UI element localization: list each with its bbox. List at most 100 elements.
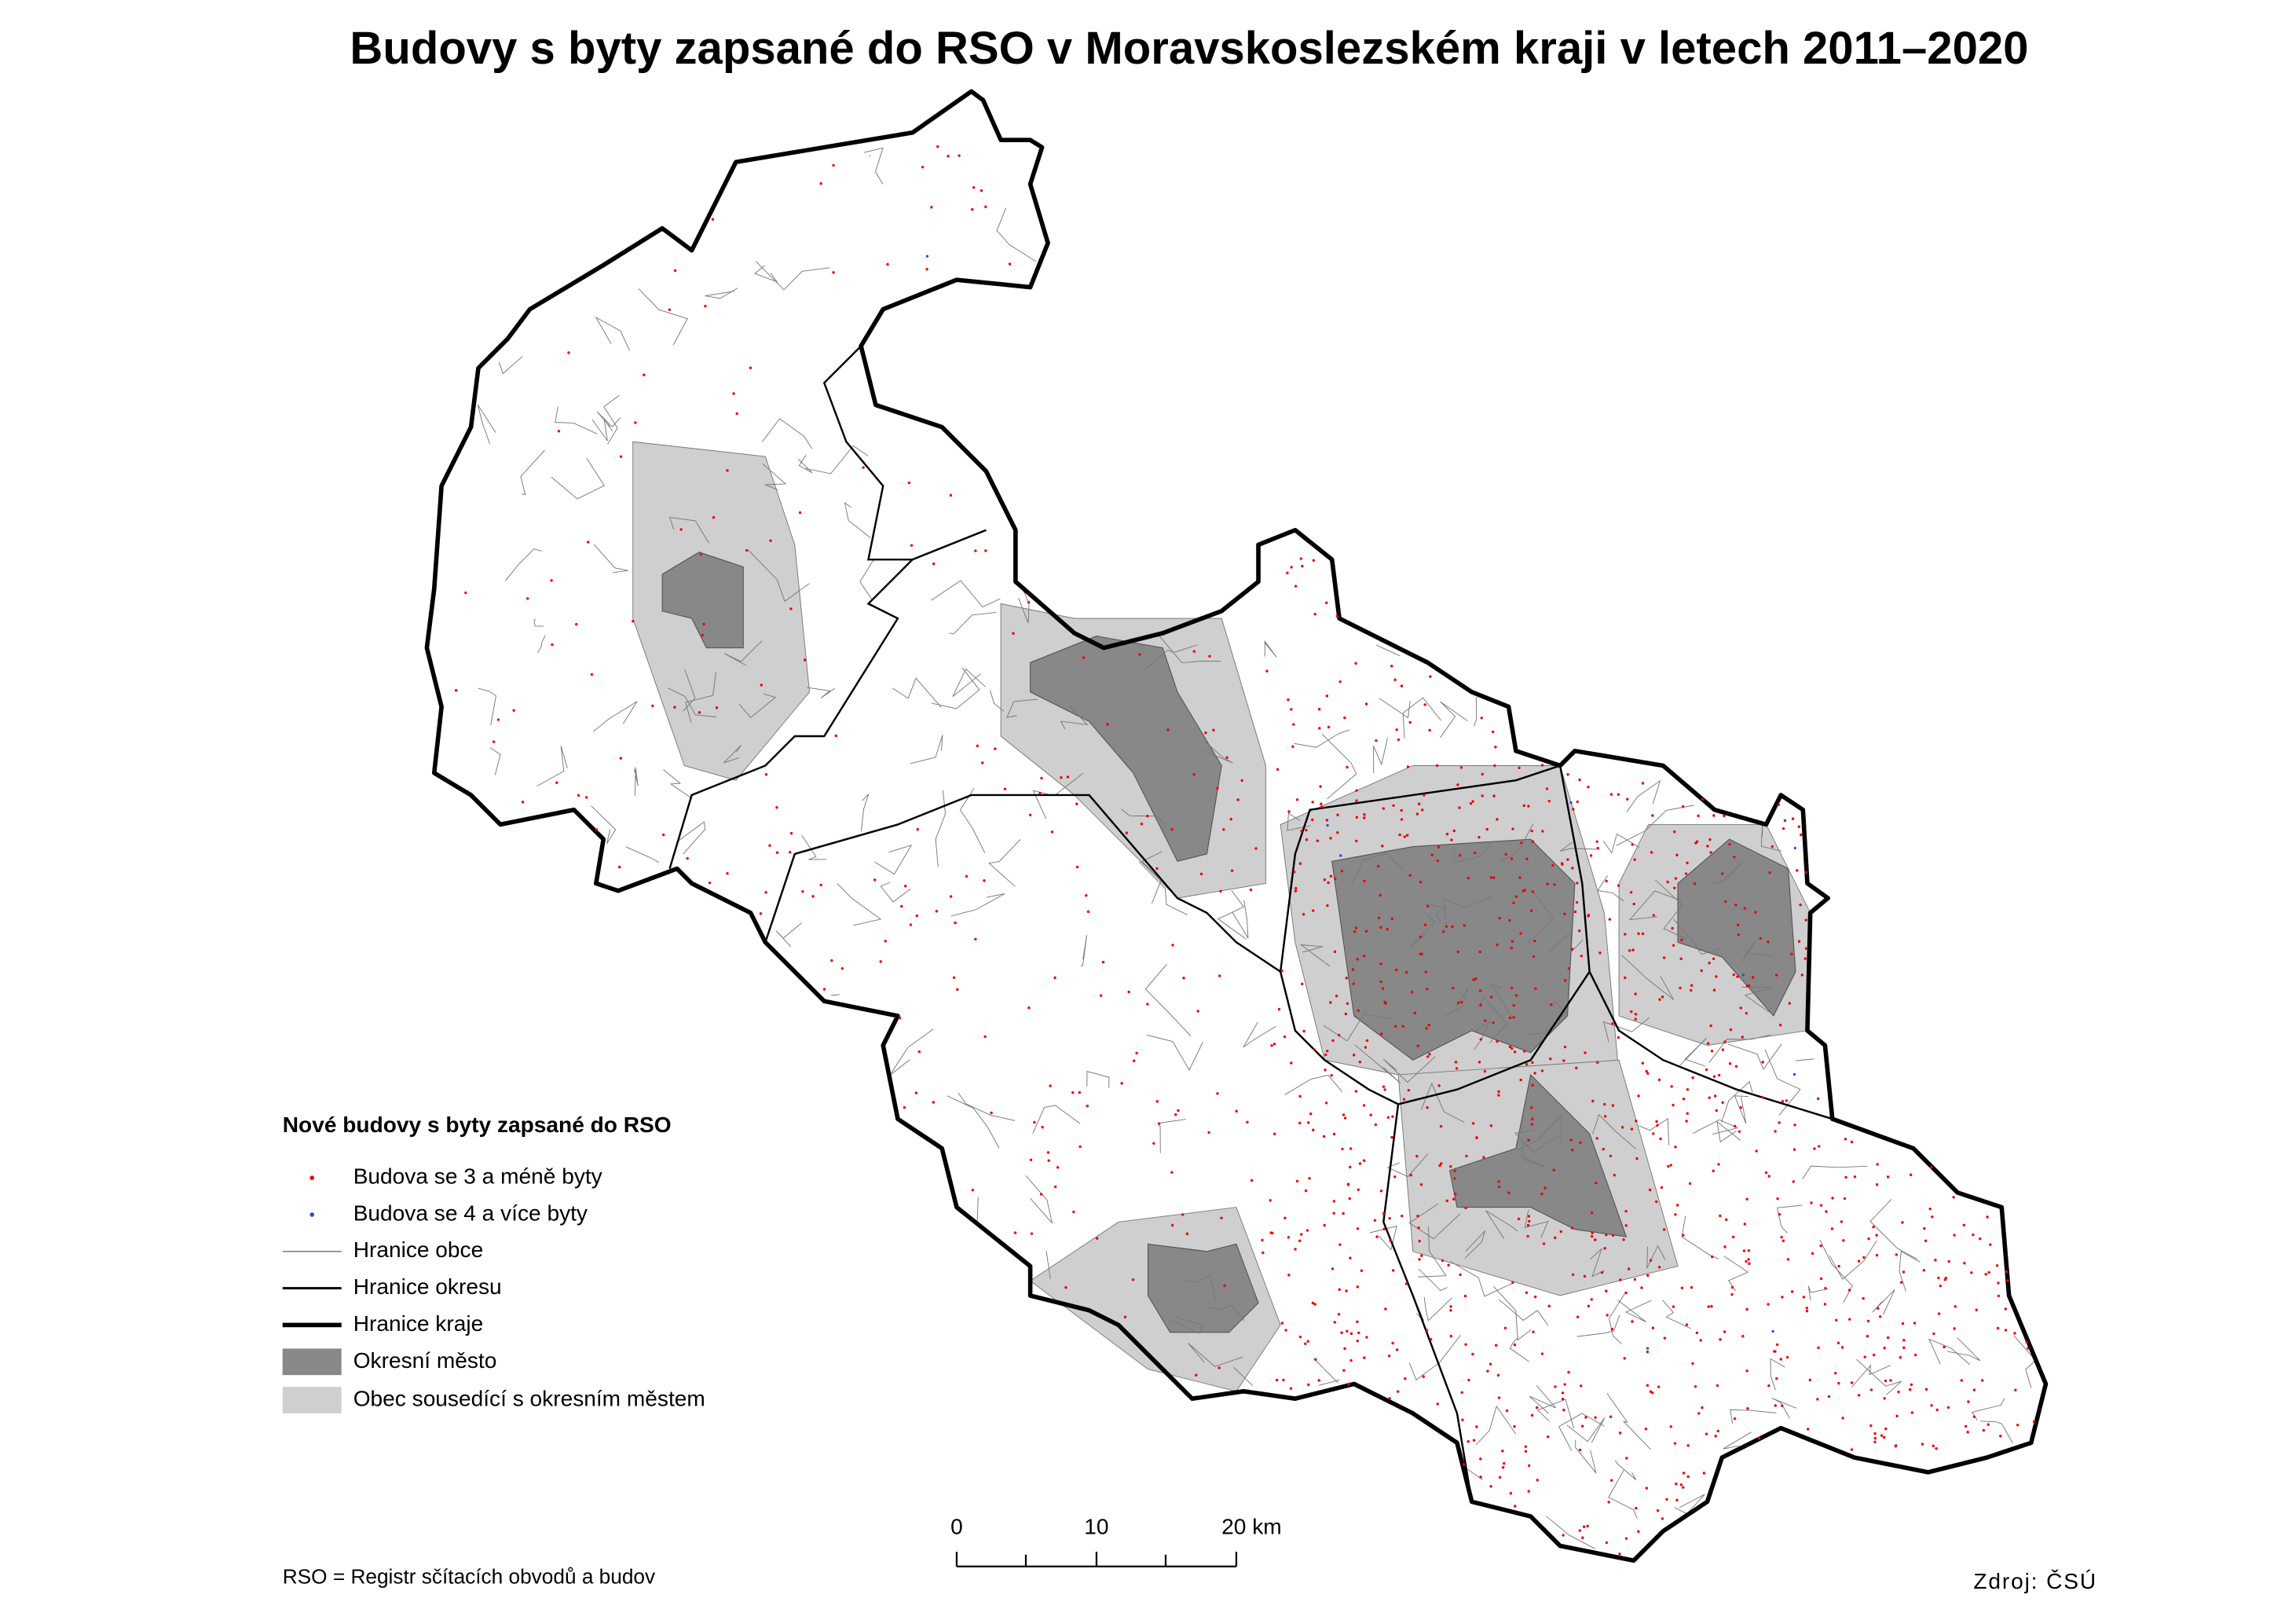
building-point — [1880, 1434, 1884, 1437]
building-point — [1478, 950, 1481, 954]
building-point — [1848, 1318, 1851, 1321]
building-point — [1311, 1301, 1315, 1305]
building-point — [584, 796, 588, 799]
municipal-border — [1723, 1432, 1752, 1450]
building-point — [1792, 1180, 1795, 1183]
building-point — [1910, 1411, 1914, 1414]
building-point — [1336, 831, 1339, 834]
building-point — [1379, 926, 1382, 929]
municipal-border — [1576, 1314, 1620, 1337]
building-point — [1764, 1171, 1768, 1175]
building-point — [1533, 1072, 1536, 1075]
building-point — [1981, 1379, 1984, 1382]
building-point — [1695, 1331, 1699, 1335]
building-point — [1447, 1263, 1450, 1267]
building-point — [904, 885, 907, 888]
municipal-border — [1536, 1399, 1575, 1428]
building-point — [1478, 1061, 1481, 1064]
building-point — [1712, 1075, 1716, 1078]
building-point — [712, 515, 716, 519]
municipal-border — [663, 768, 693, 799]
building-point — [1449, 1334, 1452, 1338]
building-point — [1479, 1003, 1482, 1006]
building-point — [1566, 773, 1569, 776]
building-point — [1312, 559, 1315, 562]
municipal-border — [1418, 1268, 1448, 1292]
district-town — [1030, 636, 1222, 862]
building-point — [1290, 1061, 1293, 1065]
municipal-border — [1819, 1239, 1853, 1303]
municipal-border — [1616, 805, 1694, 846]
building-point — [1747, 1248, 1751, 1252]
building-point — [1720, 872, 1724, 875]
building-point — [965, 874, 969, 878]
building-point — [1937, 1276, 1940, 1280]
municipal-border — [1628, 890, 1682, 921]
building-point — [914, 1091, 918, 1094]
building-point — [935, 910, 939, 913]
building-point — [1304, 1342, 1307, 1345]
building-point — [1398, 833, 1401, 837]
municipal-border — [1602, 833, 1640, 854]
building-point — [1436, 859, 1440, 863]
building-point — [1685, 1120, 1688, 1123]
building-point — [1709, 1024, 1712, 1028]
building-point — [1909, 1173, 1913, 1177]
building-point — [1816, 1398, 1819, 1401]
municipal-border — [1080, 935, 1088, 967]
building-point — [1354, 926, 1358, 929]
building-point — [1386, 927, 1389, 931]
building-point — [1363, 1159, 1366, 1162]
building-point — [1307, 1383, 1310, 1387]
building-point — [903, 1105, 906, 1109]
district-border — [668, 559, 914, 869]
building-point — [1686, 1475, 1690, 1479]
municipal-border — [595, 316, 631, 351]
building-point — [1384, 1307, 1387, 1311]
building-point — [1507, 1191, 1511, 1194]
building-point — [1782, 1239, 1785, 1243]
building-point — [980, 189, 983, 192]
building-point — [1796, 869, 1799, 872]
municipal-border — [950, 893, 1005, 917]
building-point — [1947, 1259, 1950, 1263]
building-point — [1554, 1236, 1557, 1240]
building-point — [1939, 1284, 1942, 1288]
building-point — [1512, 1003, 1515, 1007]
building-point — [1400, 818, 1404, 821]
building-point — [789, 850, 792, 854]
municipal-border — [536, 746, 568, 786]
building-point — [1273, 1043, 1276, 1046]
building-point — [1056, 1166, 1060, 1169]
municipal-border — [1614, 1460, 1637, 1480]
building-point — [1479, 1038, 1483, 1041]
building-point — [1734, 904, 1738, 907]
building-point — [1400, 684, 1404, 687]
building-point — [1182, 977, 1185, 980]
building-point — [1363, 955, 1366, 958]
municipal-border — [1442, 896, 1493, 927]
building-point — [1662, 1228, 1666, 1231]
building-point — [1123, 1315, 1127, 1319]
building-point — [1408, 720, 1412, 724]
municipal-border — [533, 618, 544, 627]
building-point — [1355, 799, 1358, 802]
building-point — [1030, 1232, 1034, 1235]
building-point — [1240, 779, 1243, 783]
building-point — [1884, 1427, 1888, 1431]
building-point — [1883, 1347, 1886, 1350]
building-point — [1294, 585, 1298, 588]
building-point — [1869, 1388, 1873, 1391]
municipal-border — [990, 690, 1005, 712]
building-point — [1754, 911, 1757, 914]
building-point — [1519, 932, 1522, 935]
building-point — [1360, 1269, 1364, 1273]
building-point — [651, 704, 654, 708]
building-point — [932, 562, 936, 566]
building-point — [1392, 804, 1395, 807]
building-point — [1511, 940, 1514, 943]
building-point — [1837, 1264, 1840, 1268]
building-point — [1624, 933, 1627, 936]
building-point — [1298, 1121, 1302, 1125]
building-point — [1547, 1304, 1551, 1308]
